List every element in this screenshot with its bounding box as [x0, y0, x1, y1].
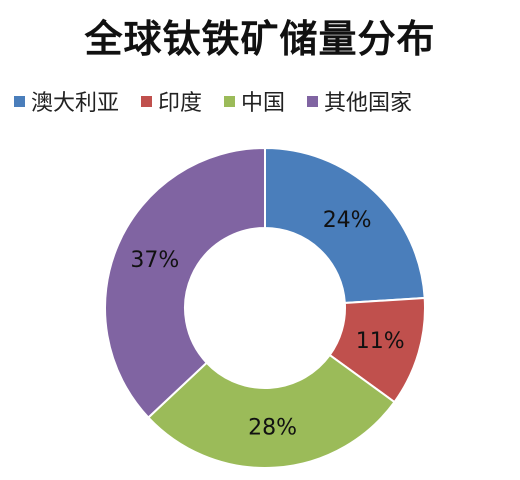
legend-item-india: 印度 — [141, 85, 202, 117]
legend-label-australia: 澳大利亚 — [31, 91, 120, 116]
legend-swatch-australia — [14, 95, 25, 107]
data-label-india: 11% — [356, 329, 405, 354]
donut-slice-other-countries — [104, 146, 266, 419]
legend-swatch-other-countries — [307, 95, 319, 107]
donut-chart: 24% 11% 28% 37% — [104, 146, 426, 469]
legend-swatch-china — [224, 95, 236, 107]
donut-slice-china — [146, 353, 396, 469]
legend-item-australia: 澳大利亚 — [14, 85, 119, 117]
legend-item-other-countries: 其他国家 — [307, 85, 412, 117]
data-label-australia: 24% — [323, 208, 372, 233]
chart-legend: 澳大利亚 印度 中国 其他国家 — [14, 86, 514, 116]
chart-title: 全球钛铁矿储量分布 — [84, 17, 436, 61]
legend-swatch-india — [141, 95, 153, 107]
data-label-other-countries: 37% — [130, 248, 179, 273]
legend-label-india: 印度 — [158, 91, 203, 116]
donut-slice-australia — [264, 146, 426, 305]
legend-label-china: 中国 — [241, 91, 286, 116]
legend-label-other-countries: 其他国家 — [324, 91, 413, 116]
data-label-china: 28% — [248, 415, 297, 440]
legend-item-china: 中国 — [224, 85, 285, 117]
